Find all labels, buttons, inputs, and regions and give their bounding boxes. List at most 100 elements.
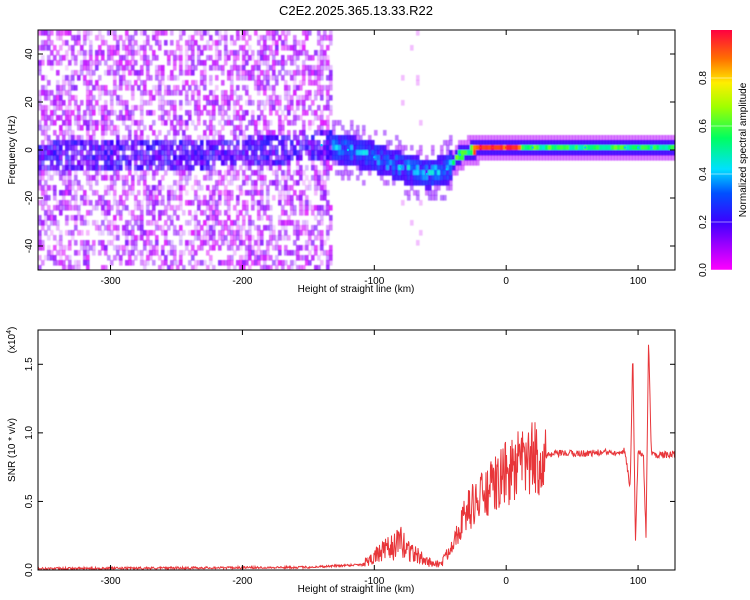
heatmap-cell [470, 145, 474, 151]
heatmap-cell [350, 170, 354, 176]
heatmap-cell [242, 215, 246, 221]
heatmap-cell [68, 135, 72, 141]
heatmap-cell [212, 265, 216, 270]
heatmap-cell [251, 150, 255, 156]
heatmap-cell [74, 180, 78, 186]
heatmap-cell [167, 100, 171, 106]
heatmap-cell [125, 220, 129, 226]
heatmap-cell [68, 260, 72, 266]
heatmap-cell [116, 125, 120, 131]
heatmap-cell [98, 50, 102, 56]
heatmap-cell [110, 185, 114, 191]
heatmap-cell [164, 235, 168, 241]
heatmap-cell [65, 265, 69, 270]
heatmap-cell [206, 265, 210, 270]
heatmap-cell [302, 145, 306, 151]
heatmap-cell [71, 140, 75, 146]
heatmap-cell [152, 55, 156, 61]
heatmap-cell [74, 40, 78, 46]
heatmap-cell [278, 160, 282, 166]
heatmap-cell [164, 50, 168, 56]
x-tick-label: -200 [232, 576, 252, 587]
heatmap-cell [113, 195, 117, 201]
heatmap-cell [227, 170, 231, 176]
heatmap-cell [182, 130, 186, 136]
heatmap-cell [653, 150, 657, 156]
heatmap-cell [128, 50, 132, 56]
heatmap-cell [257, 230, 261, 236]
heatmap-cell [209, 90, 213, 96]
heatmap-cell [245, 30, 249, 36]
heatmap-cell [278, 200, 282, 206]
heatmap-cell [62, 30, 66, 36]
heatmap-cell [191, 95, 195, 101]
heatmap-cell [416, 160, 420, 166]
heatmap-cell [50, 60, 54, 66]
heatmap-cell [110, 65, 114, 71]
heatmap-cell [107, 210, 111, 216]
heatmap-cell [161, 185, 165, 191]
heatmap-cell [209, 235, 213, 241]
heatmap-cell [176, 45, 180, 51]
heatmap-cell [662, 150, 666, 156]
heatmap-cell [638, 135, 642, 141]
heatmap-cell [305, 95, 309, 101]
heatmap-cell [158, 210, 162, 216]
heatmap-cell [431, 145, 435, 151]
heatmap-cell [140, 90, 144, 96]
heatmap-cell [557, 145, 561, 151]
heatmap-cell [152, 30, 156, 36]
heatmap-cell [134, 160, 138, 166]
heatmap-cell [326, 150, 330, 156]
heatmap-cell [47, 115, 51, 121]
heatmap-cell [314, 70, 318, 76]
heatmap-cell [323, 205, 327, 211]
heatmap-cell [149, 185, 153, 191]
heatmap-cell [263, 180, 267, 186]
heatmap-cell [149, 200, 153, 206]
heatmap-cell [245, 140, 249, 146]
heatmap-cell [50, 30, 54, 36]
heatmap-cell [269, 110, 273, 116]
heatmap-cell [164, 90, 168, 96]
heatmap-cell [251, 200, 255, 206]
heatmap-cell [101, 35, 105, 41]
heatmap-cell [164, 145, 168, 151]
heatmap-cell [155, 135, 159, 141]
heatmap-cell [287, 250, 291, 256]
heatmap-cell [275, 95, 279, 101]
heatmap-cell [578, 135, 582, 141]
heatmap-cell [143, 40, 147, 46]
heatmap-cell [80, 140, 84, 146]
heatmap-cell [83, 30, 87, 36]
heatmap-cell [188, 220, 192, 226]
heatmap-cell [104, 40, 108, 46]
heatmap-cell [416, 195, 420, 201]
heatmap-cell [41, 185, 45, 191]
heatmap-cell [215, 220, 219, 226]
heatmap-cell [530, 155, 534, 161]
heatmap-cell [437, 175, 441, 181]
heatmap-cell [86, 265, 90, 270]
heatmap-cell [608, 155, 612, 161]
heatmap-cell [128, 170, 132, 176]
heatmap-cell [62, 85, 66, 91]
heatmap-cell [173, 195, 177, 201]
heatmap-cell [164, 40, 168, 46]
heatmap-cell [50, 110, 54, 116]
heatmap-cell [251, 50, 255, 56]
heatmap-cell [92, 125, 96, 131]
heatmap-cell [83, 145, 87, 151]
heatmap-cell [296, 220, 300, 226]
heatmap-cell [230, 65, 234, 71]
heatmap-cell [83, 140, 87, 146]
heatmap-cell [164, 155, 168, 161]
heatmap-cell [161, 195, 165, 201]
heatmap-cell [194, 160, 198, 166]
heatmap-cell [254, 130, 258, 136]
heatmap-cell [281, 205, 285, 211]
heatmap-cell [155, 195, 159, 201]
heatmap-cell [341, 155, 345, 161]
heatmap-cell [308, 180, 312, 186]
heatmap-cell [53, 130, 57, 136]
